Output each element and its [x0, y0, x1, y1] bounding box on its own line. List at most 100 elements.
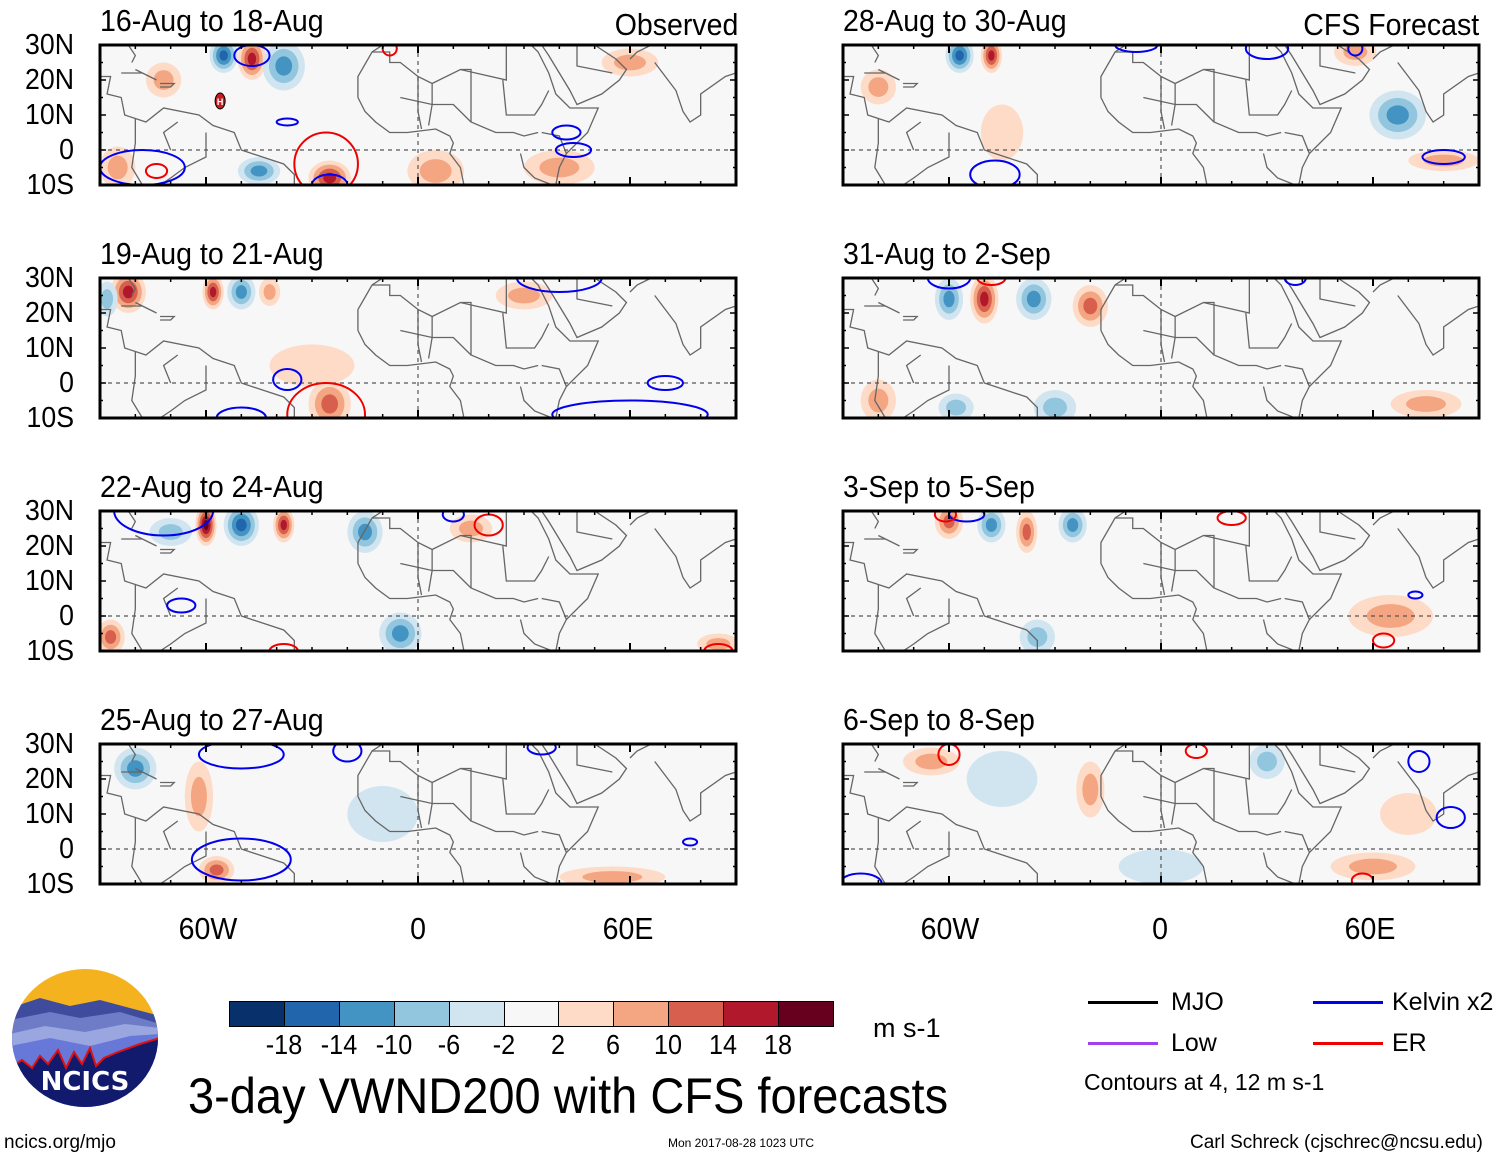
contour-note: Contours at 4, 12 m s-1 — [1084, 1069, 1325, 1095]
country-border — [576, 45, 613, 74]
country-border — [1203, 301, 1282, 370]
negative-anomaly — [158, 524, 183, 540]
negative-anomaly — [347, 786, 418, 842]
colorbar-swatch — [504, 1002, 560, 1026]
legend-label-er: ER — [1392, 1029, 1427, 1057]
positive-anomaly — [107, 155, 128, 180]
country-border — [1262, 386, 1296, 418]
coastline — [1284, 45, 1371, 106]
positive-anomaly — [980, 291, 989, 307]
panel-title: 25-Aug to 27-Aug — [100, 702, 324, 737]
negative-anomaly — [1067, 518, 1079, 532]
negative-anomaly — [1043, 397, 1067, 418]
coastline — [127, 744, 137, 762]
country-border — [427, 336, 472, 359]
coastline — [121, 767, 157, 780]
country-border — [1319, 744, 1356, 773]
y-tick-label: 10S — [26, 635, 75, 667]
colorbar-tick-label: 14 — [709, 1029, 738, 1060]
observed-label: Observed — [614, 7, 738, 42]
panel-title: 19-Aug to 21-Aug — [100, 236, 324, 271]
kelvin-contour — [215, 406, 268, 418]
country-border — [460, 68, 539, 137]
coastline — [1397, 295, 1479, 356]
logo-text: NCICS — [41, 1067, 130, 1097]
positive-anomaly — [915, 753, 948, 770]
er-contour — [268, 643, 299, 651]
positive-anomaly — [190, 776, 207, 817]
country-border — [1245, 545, 1293, 582]
country-border — [1372, 45, 1395, 60]
coastline — [100, 308, 136, 353]
country-border — [460, 301, 539, 370]
colorbar-tick-label: -6 — [437, 1029, 460, 1060]
positive-anomaly — [868, 77, 889, 97]
country-border — [427, 569, 472, 592]
positive-anomaly — [122, 285, 134, 299]
y-tick-label: 10S — [26, 169, 75, 201]
coastline — [530, 45, 600, 185]
er-contour — [1216, 511, 1247, 526]
country-border — [905, 587, 922, 617]
country-border — [1245, 312, 1293, 349]
positive-anomaly — [1022, 523, 1031, 541]
y-tick-label: 20N — [25, 64, 74, 96]
country-border — [159, 365, 207, 418]
country-border — [576, 744, 613, 773]
coastline — [870, 278, 880, 296]
colorbar-tick-label: -10 — [375, 1029, 412, 1060]
y-tick-label: 10N — [25, 798, 74, 830]
country-border — [1284, 597, 1311, 620]
map-panel — [841, 742, 1481, 886]
kelvin-contour — [554, 142, 593, 158]
coastline — [874, 817, 886, 884]
positive-anomaly — [247, 52, 257, 66]
legend-label-low: Low — [1171, 1029, 1217, 1057]
er-contour — [1372, 632, 1396, 649]
kelvin-contour — [1283, 278, 1307, 286]
coastline — [100, 75, 136, 120]
colorbar-tick-label: 18 — [764, 1029, 793, 1060]
coastline — [160, 82, 176, 88]
map-panel — [841, 43, 1481, 187]
kelvin-contour — [1421, 149, 1466, 165]
ncics-logo: NCICS — [12, 969, 158, 1107]
legend-line-er — [1313, 1042, 1383, 1045]
country-border — [541, 131, 568, 154]
y-tick-label: 20N — [25, 297, 74, 329]
coastline — [874, 118, 886, 185]
positive-anomaly — [1343, 45, 1368, 60]
kelvin-contour — [1347, 45, 1364, 57]
site-link[interactable]: ncics.org/mjo — [4, 1132, 116, 1153]
country-border — [427, 103, 472, 126]
y-tick-label: 30N — [25, 728, 74, 760]
country-border — [1262, 852, 1296, 884]
coastline — [870, 511, 880, 529]
coastline — [843, 541, 879, 586]
country-border — [1170, 802, 1215, 825]
colorbar-tick-label: -2 — [492, 1029, 515, 1060]
country-border — [502, 312, 550, 349]
positive-anomaly — [459, 520, 483, 537]
coastline — [874, 584, 886, 651]
y-tick-label: 20N — [25, 530, 74, 562]
coastline — [357, 511, 384, 564]
coastline — [160, 548, 176, 554]
negative-anomaly — [1386, 105, 1409, 125]
coastline — [530, 278, 600, 418]
coastline — [357, 45, 384, 98]
country-border — [460, 767, 539, 836]
kelvin-contour — [100, 149, 186, 185]
country-border — [519, 386, 553, 418]
coastline — [530, 511, 600, 651]
hurricane-label: H — [217, 97, 224, 107]
positive-anomaly — [321, 394, 339, 414]
negative-anomaly — [235, 518, 247, 532]
kelvin-contour — [526, 744, 557, 756]
positive-anomaly — [1349, 858, 1397, 875]
coastline — [160, 315, 176, 321]
panel-title: 28-Aug to 30-Aug — [843, 3, 1067, 38]
x-tick-label-0-left: 0 — [410, 911, 426, 946]
coastline — [131, 584, 143, 651]
coastline — [357, 278, 384, 331]
